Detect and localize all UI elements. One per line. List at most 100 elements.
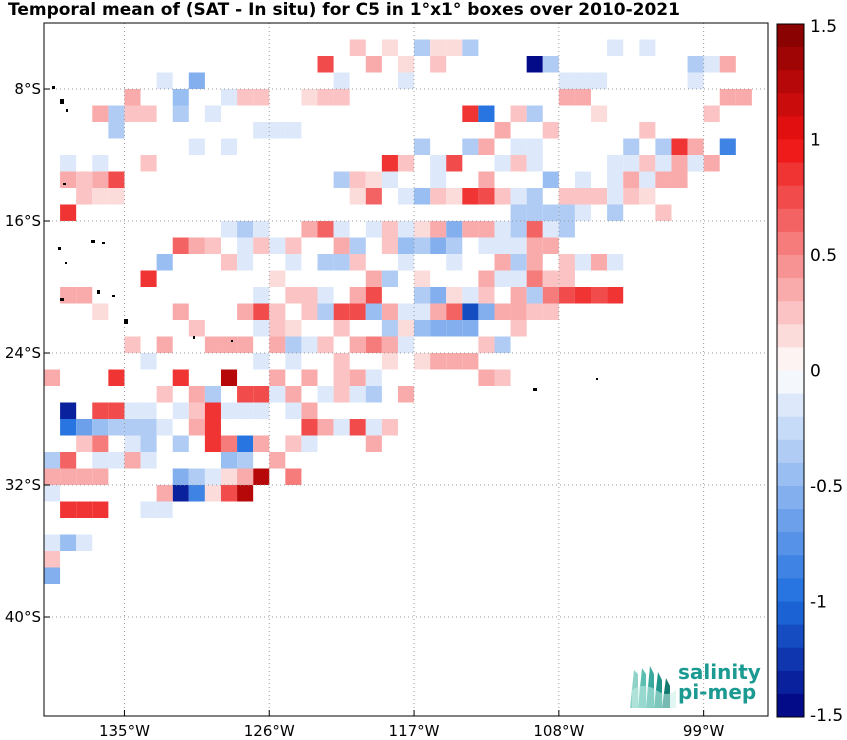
heatmap-cell <box>301 221 318 238</box>
heatmap-cell <box>301 419 318 436</box>
heatmap-cell <box>430 303 447 320</box>
heatmap-cell <box>317 303 334 320</box>
heatmap-cell <box>188 72 205 89</box>
heatmap-cell <box>446 188 463 205</box>
heatmap-cell <box>108 402 125 419</box>
heatmap-cell <box>172 435 189 452</box>
heatmap-cell <box>317 254 334 271</box>
heatmap-cell <box>253 435 270 452</box>
heatmap-cell <box>60 534 77 551</box>
heatmap-cell <box>365 171 382 188</box>
heatmap-cell <box>687 155 704 172</box>
heatmap-cell <box>172 468 189 485</box>
heatmap-cell <box>301 369 318 386</box>
heatmap-cell <box>124 336 141 353</box>
heatmap-cell <box>220 254 238 271</box>
heatmap-cell <box>220 138 238 155</box>
heatmap-cell <box>172 402 189 419</box>
heatmap-cell <box>494 122 511 139</box>
heatmap-cell <box>494 188 511 205</box>
heatmap-cell <box>607 155 624 172</box>
heatmap-cell <box>542 122 559 139</box>
heatmap-cell <box>494 254 511 271</box>
heatmap-cell <box>381 353 398 370</box>
heatmap-cell <box>317 386 334 403</box>
heatmap-cell <box>60 419 77 436</box>
heatmap-cell <box>108 188 125 205</box>
heatmap-cell <box>253 221 270 238</box>
heatmap-cell <box>381 39 398 56</box>
heatmap-cell <box>446 254 463 271</box>
heatmap-cell <box>381 171 398 188</box>
island <box>63 183 66 185</box>
heatmap-cell <box>655 155 672 172</box>
heatmap-cell <box>365 435 382 452</box>
heatmap-cell <box>156 485 173 502</box>
heatmap-cell <box>526 105 543 122</box>
logo-text-salinity: salinity <box>678 660 761 684</box>
heatmap-cell <box>172 105 189 122</box>
heatmap-cell <box>510 138 527 155</box>
heatmap-cell <box>607 188 624 205</box>
heatmap-cell <box>140 155 157 172</box>
lon-tick-label: 99°W <box>683 722 725 740</box>
heatmap-cell <box>639 155 656 172</box>
heatmap-cell <box>124 89 141 106</box>
heatmap-cell <box>156 72 173 89</box>
island <box>65 262 67 264</box>
heatmap-cell <box>220 402 238 419</box>
heatmap-cell <box>220 369 238 386</box>
heatmap-cell <box>510 204 527 221</box>
heatmap-cell <box>397 188 415 205</box>
heatmap-cell <box>349 336 366 353</box>
heatmap-cell <box>494 303 511 320</box>
heatmap-cell <box>60 287 77 304</box>
heatmap-cell <box>349 419 366 436</box>
plot-frame <box>43 22 769 717</box>
heatmap-cell <box>719 89 736 106</box>
heatmap-cell <box>558 270 575 287</box>
heatmap-cell <box>494 155 511 172</box>
heatmap-cell <box>381 237 398 254</box>
heatmap-cell <box>381 419 398 436</box>
heatmap-cell <box>333 254 350 271</box>
heatmap-cell <box>204 402 221 419</box>
island <box>112 295 115 297</box>
lat-tick-label: 32°S <box>5 476 41 494</box>
heatmap-cell <box>285 254 302 271</box>
heatmap-cell <box>92 501 109 518</box>
heatmap-cell <box>462 105 479 122</box>
heatmap-cell <box>220 435 238 452</box>
heatmap-cell <box>237 89 254 106</box>
heatmap-cell <box>76 419 93 436</box>
heatmap-cell <box>285 353 302 370</box>
heatmap-cell <box>253 287 270 304</box>
heatmap-cell <box>285 320 302 337</box>
heatmap-cell <box>687 56 704 73</box>
heatmap-cell <box>172 485 189 502</box>
heatmap-cell <box>253 237 270 254</box>
heatmap-cell <box>76 534 93 551</box>
heatmap-cell <box>365 188 382 205</box>
heatmap-cell <box>478 287 495 304</box>
heatmap-cell <box>735 89 752 106</box>
heatmap-cell <box>60 452 77 469</box>
heatmap-cell <box>510 105 527 122</box>
heatmap-cell <box>446 237 463 254</box>
heatmap-cell <box>108 419 125 436</box>
heatmap-cell <box>542 221 559 238</box>
island <box>58 247 61 250</box>
heatmap-cell <box>349 287 366 304</box>
heatmap-cell <box>558 221 575 238</box>
heatmap-cell <box>414 303 431 320</box>
heatmap-cell <box>478 221 495 238</box>
heatmap-cell <box>237 336 254 353</box>
heatmap-cell <box>285 386 302 403</box>
heatmap-cell <box>462 287 479 304</box>
heatmap-cell <box>220 221 238 238</box>
heatmap-cell <box>703 56 720 73</box>
graticule-grid <box>44 23 768 716</box>
heatmap-cell <box>623 188 640 205</box>
heatmap-cell <box>526 254 543 271</box>
heatmap-cell <box>574 171 592 188</box>
